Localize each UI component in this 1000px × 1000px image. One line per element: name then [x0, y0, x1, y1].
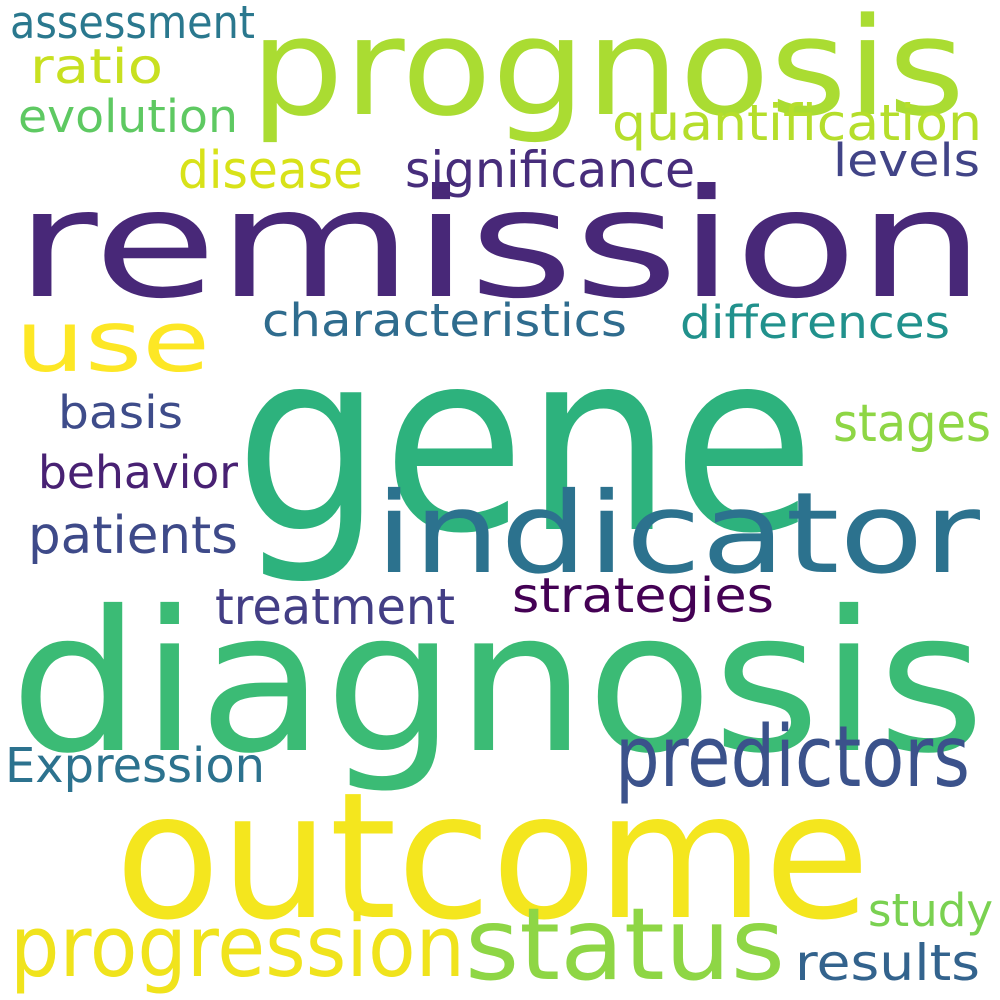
word-assessment: assessment [10, 0, 255, 49]
word-patients: patients [28, 506, 238, 566]
word-diagnosis: diagnosis [10, 569, 985, 796]
word-outcome: outcome [115, 756, 870, 959]
word-stages: stages [833, 394, 991, 454]
word-indicator: indicator [375, 469, 980, 599]
word-quantification: quantification [612, 94, 982, 152]
word-evolution: evolution [18, 90, 238, 143]
word-study: study [868, 884, 993, 937]
word-treatment: treatment [215, 578, 455, 636]
word-predictors: predictors [615, 708, 970, 807]
word-use: use [15, 293, 210, 392]
word-status: status [465, 886, 785, 1000]
word-basis: basis [58, 386, 183, 439]
word-remission: remission [15, 158, 985, 332]
word-results: results [795, 934, 980, 992]
word-prognosis: prognosis [250, 0, 966, 146]
word-significance: significance [405, 141, 695, 199]
word-progression: progression [10, 898, 465, 997]
word-differences: differences [680, 296, 950, 349]
word-strategies: strategies [512, 568, 774, 624]
word-ratio: ratio [30, 39, 163, 95]
word-gene: gene [235, 297, 815, 588]
word-disease: disease [178, 141, 363, 201]
word-levels: levels [833, 134, 980, 187]
word-characteristics: characteristics [262, 294, 627, 347]
word-expression: Expression [5, 738, 265, 794]
word-behavior: behavior [38, 446, 238, 499]
